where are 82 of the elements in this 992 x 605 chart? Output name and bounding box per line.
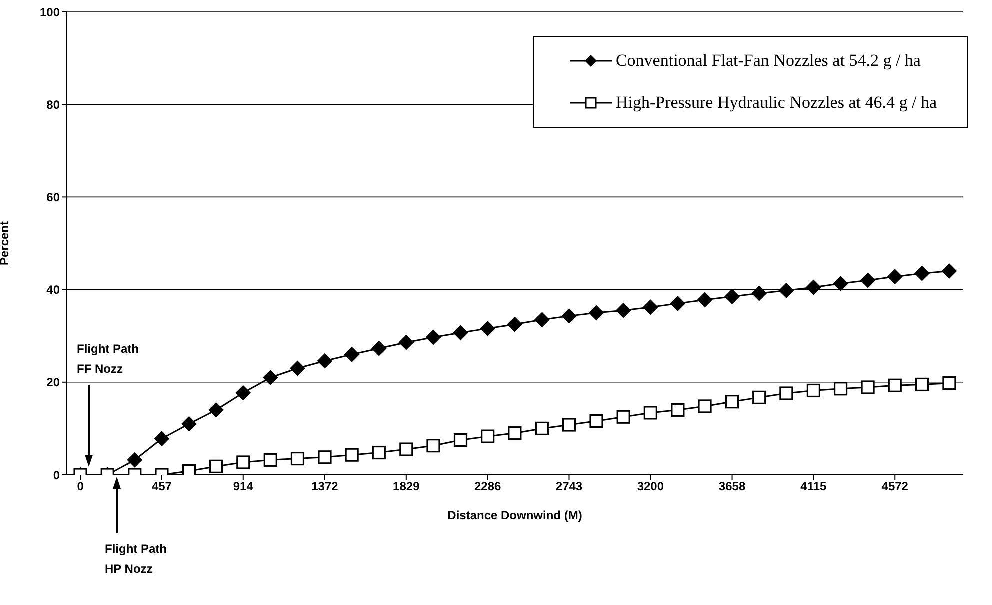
point <box>888 378 902 392</box>
point <box>833 276 848 292</box>
point <box>752 390 766 404</box>
x-tick-label: 2286 <box>474 480 502 494</box>
point <box>481 430 495 444</box>
point <box>454 433 468 448</box>
point <box>182 416 197 432</box>
point <box>616 303 632 318</box>
point <box>942 376 956 390</box>
y-tick-label: 20 <box>46 376 60 390</box>
y-axis-title: Percent <box>0 221 12 266</box>
legend-label: Conventional Flat-Fan Nozzles at 54.2 g / ha <box>616 51 921 71</box>
point <box>453 325 468 340</box>
point <box>834 382 848 396</box>
point <box>724 289 740 304</box>
x-axis-title: Distance Downwind (M) <box>448 508 582 523</box>
point <box>345 448 359 462</box>
point <box>616 410 630 424</box>
x-tick-label: 4115 <box>800 480 828 494</box>
x-tick-label: 2743 <box>556 480 583 494</box>
point <box>317 354 332 369</box>
text: Flight Path HP Nozz <box>105 542 167 576</box>
x-tick-label: 1829 <box>393 480 420 494</box>
point <box>480 321 496 336</box>
point <box>562 308 577 324</box>
point <box>590 414 604 428</box>
point <box>372 446 386 460</box>
point <box>344 347 360 362</box>
legend-label: High-Pressure Hydraulic Nozzles at 46.4 g / ha <box>616 93 937 113</box>
point <box>208 402 224 418</box>
x-tick-label: 0 <box>77 480 84 494</box>
point <box>508 426 522 440</box>
y-tick-label: 40 <box>46 283 60 298</box>
point <box>861 380 875 394</box>
x-tick-label: 457 <box>152 480 172 494</box>
y-tick-label: 60 <box>46 190 60 204</box>
point <box>698 292 713 308</box>
point <box>263 370 278 386</box>
point <box>643 300 658 315</box>
x-tick-label: 3658 <box>718 480 746 494</box>
point <box>318 450 332 464</box>
point <box>915 378 929 392</box>
point <box>888 269 903 284</box>
point <box>860 273 876 288</box>
point <box>806 280 822 295</box>
point <box>290 452 305 466</box>
point <box>725 395 740 409</box>
point <box>670 296 686 312</box>
point <box>372 341 387 356</box>
point <box>264 453 278 467</box>
point <box>236 456 250 470</box>
point <box>426 330 441 345</box>
point <box>562 418 576 432</box>
x-tick-label: 4572 <box>882 480 909 494</box>
point <box>127 452 142 468</box>
point <box>698 400 712 414</box>
point <box>671 403 685 417</box>
point <box>942 264 957 279</box>
point <box>780 386 794 400</box>
y-tick-label: 80 <box>46 98 60 112</box>
point <box>398 335 414 350</box>
x-tick-label: 1372 <box>312 480 339 494</box>
annotation: Flight Path FF Nozz <box>77 342 139 376</box>
point <box>589 305 604 320</box>
point <box>806 384 820 398</box>
point <box>535 422 549 436</box>
x-tick-label: 914 <box>233 480 254 494</box>
point <box>426 439 440 453</box>
point <box>210 460 224 474</box>
y-tick-label: 0 <box>53 468 60 482</box>
point <box>534 312 550 328</box>
point <box>236 386 251 401</box>
y-tick-label: 100 <box>40 5 60 20</box>
point <box>752 286 767 302</box>
x-tick-label: 3200 <box>637 480 664 494</box>
point <box>290 361 306 376</box>
point <box>400 442 414 456</box>
point <box>154 431 170 446</box>
point <box>778 283 794 298</box>
point <box>914 266 930 282</box>
point <box>644 406 658 420</box>
point <box>507 317 522 332</box>
